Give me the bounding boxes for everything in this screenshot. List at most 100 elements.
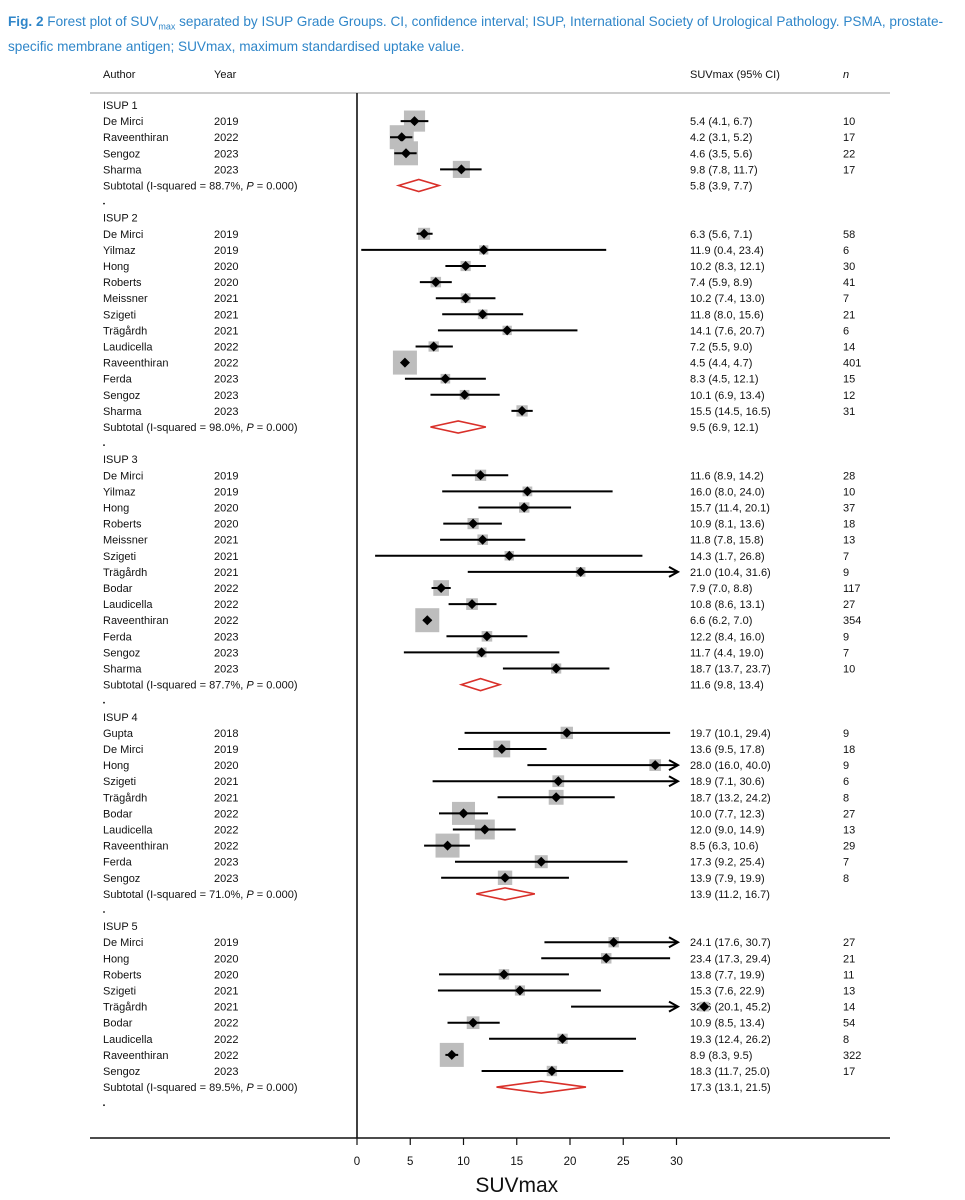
study-estimate-label: 10.0 (7.7, 12.3)	[690, 808, 765, 820]
study-n: 31	[843, 406, 855, 418]
study-author: Meissner	[103, 535, 148, 547]
study-year: 2023	[214, 406, 238, 418]
caption-text-post: separated by ISUP Grade Groups. CI, conf…	[8, 14, 944, 54]
study-author: Raveenthiran	[103, 841, 168, 853]
study-n: 8	[843, 1034, 849, 1046]
study-author: Sengoz	[103, 390, 140, 402]
study-year: 2023	[214, 1066, 238, 1078]
x-axis-label: SUVmax	[475, 1174, 558, 1197]
x-axis: 0 5 10 15 20 25 30 SUVmax	[354, 1138, 683, 1197]
figure-label: Fig. 2	[8, 14, 44, 29]
study-n: 7	[843, 647, 849, 659]
study-author: Roberts	[103, 519, 142, 531]
x-tick-label: 20	[564, 1156, 577, 1168]
study-author: Bodar	[103, 808, 133, 820]
study-n: 7	[843, 551, 849, 563]
subtotal-diamond	[430, 420, 487, 434]
study-n: 9	[843, 567, 849, 579]
study-author: Raveenthiran	[103, 615, 168, 627]
point-estimate	[575, 566, 586, 577]
study-year: 2020	[214, 969, 238, 981]
separator-dot	[103, 911, 105, 913]
study-author: Gupta	[103, 728, 134, 740]
study-year: 2021	[214, 293, 238, 305]
study-year: 2018	[214, 728, 238, 740]
ci-arrow	[668, 775, 681, 788]
study-n: 14	[843, 342, 855, 354]
study-year: 2019	[214, 470, 238, 482]
study-estimate-label: 12.2 (8.4, 16.0)	[690, 631, 765, 643]
point-estimate	[422, 615, 433, 626]
study-author: Hong	[103, 503, 129, 515]
study-estimate-label: 28.0 (16.0, 40.0)	[690, 760, 771, 772]
study-estimate-label: 5.4 (4.1, 6.7)	[690, 116, 752, 128]
study-n: 17	[843, 132, 855, 144]
study-estimate-label: 10.2 (7.4, 13.0)	[690, 293, 765, 305]
subtotal-p: P	[246, 422, 254, 434]
study-author: Yilmaz	[103, 245, 136, 257]
study-estimate-label: 16.0 (8.0, 24.0)	[690, 486, 765, 498]
study-estimate-label: 15.5 (14.5, 16.5)	[690, 406, 771, 418]
subtotal-suffix: = 0.000)	[254, 181, 298, 193]
study-n: 9	[843, 728, 849, 740]
ci-arrow	[668, 566, 681, 578]
study-year: 2020	[214, 503, 238, 515]
group-heading: ISUP 2	[103, 213, 138, 225]
figure-caption: Fig. 2 Forest plot of SUVmax separated b…	[8, 12, 958, 57]
subtotal-estimate-label: 9.5 (6.9, 12.1)	[690, 422, 759, 434]
study-year: 2022	[214, 583, 238, 595]
study-n: 28	[843, 470, 855, 482]
study-n: 12	[843, 390, 855, 402]
study-author: Laudicella	[103, 1034, 153, 1046]
header-year: Year	[214, 69, 237, 81]
study-year: 2021	[214, 567, 238, 579]
point-estimate	[468, 1017, 479, 1028]
point-estimate	[436, 583, 447, 593]
group-heading: ISUP 5	[103, 921, 138, 933]
study-year: 2021	[214, 1002, 238, 1014]
study-year: 2022	[214, 1034, 238, 1046]
study-year: 2019	[214, 245, 238, 257]
point-estimate	[460, 261, 471, 271]
point-estimate	[430, 277, 441, 288]
study-n: 17	[843, 164, 855, 176]
study-n: 10	[843, 664, 855, 676]
study-author: Trägårdh	[103, 792, 147, 804]
study-author: Hong	[103, 953, 129, 965]
study-estimate-label: 7.9 (7.0, 8.8)	[690, 583, 752, 595]
study-estimate-label: 18.7 (13.2, 24.2)	[690, 792, 771, 804]
study-n: 54	[843, 1018, 855, 1030]
point-estimate	[477, 309, 488, 320]
study-author: De Mirci	[103, 229, 143, 241]
point-estimate	[496, 744, 507, 754]
point-estimate	[400, 148, 411, 159]
point-estimate	[467, 599, 478, 610]
study-author: Roberts	[103, 277, 142, 289]
point-estimate	[557, 1033, 568, 1044]
subtotal-suffix: = 0.000)	[254, 422, 298, 434]
subtotal-estimate-label: 5.8 (3.9, 7.7)	[690, 181, 752, 193]
study-author: Trägårdh	[103, 567, 147, 579]
point-estimate	[475, 470, 486, 481]
study-year: 2019	[214, 116, 238, 128]
point-estimate	[561, 727, 572, 738]
study-author: Sengoz	[103, 647, 140, 659]
separator-dot	[103, 444, 105, 446]
study-year: 2020	[214, 261, 238, 273]
study-author: Meissner	[103, 293, 148, 305]
point-estimate	[446, 1049, 457, 1060]
subtotal-prefix: Subtotal (I-squared = 88.7%,	[103, 181, 246, 193]
study-year: 2022	[214, 808, 238, 820]
study-estimate-label: 11.7 (4.4, 19.0)	[690, 647, 764, 659]
study-n: 58	[843, 229, 855, 241]
study-author: Yilmaz	[103, 486, 136, 498]
study-n: 13	[843, 986, 855, 998]
study-estimate-label: 13.8 (7.7, 19.9)	[690, 969, 765, 981]
study-estimate-label: 4.5 (4.4, 4.7)	[690, 358, 752, 370]
subtotal-label: Subtotal (I-squared = 71.0%, P = 0.000)	[103, 889, 297, 901]
subtotal-diamond	[496, 1080, 587, 1094]
study-author: Ferda	[103, 857, 133, 869]
point-estimate	[476, 647, 487, 658]
study-n: 10	[843, 486, 855, 498]
study-year: 2021	[214, 325, 238, 337]
